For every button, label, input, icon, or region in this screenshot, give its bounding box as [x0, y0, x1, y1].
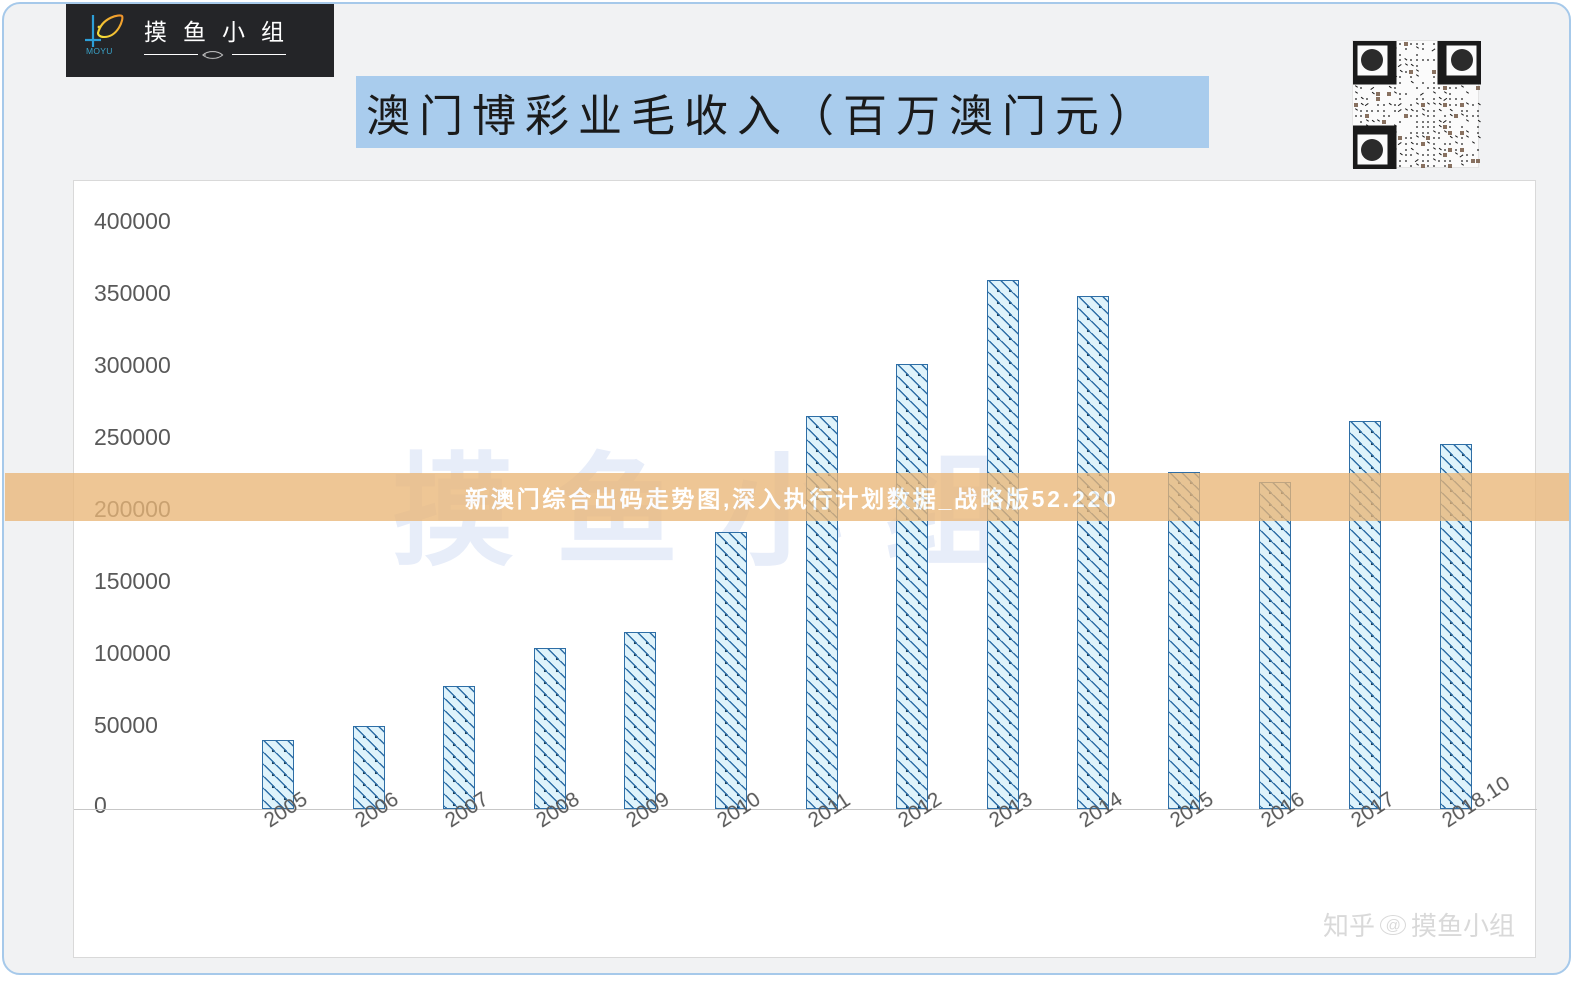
svg-text:MOYU: MOYU [86, 46, 113, 56]
